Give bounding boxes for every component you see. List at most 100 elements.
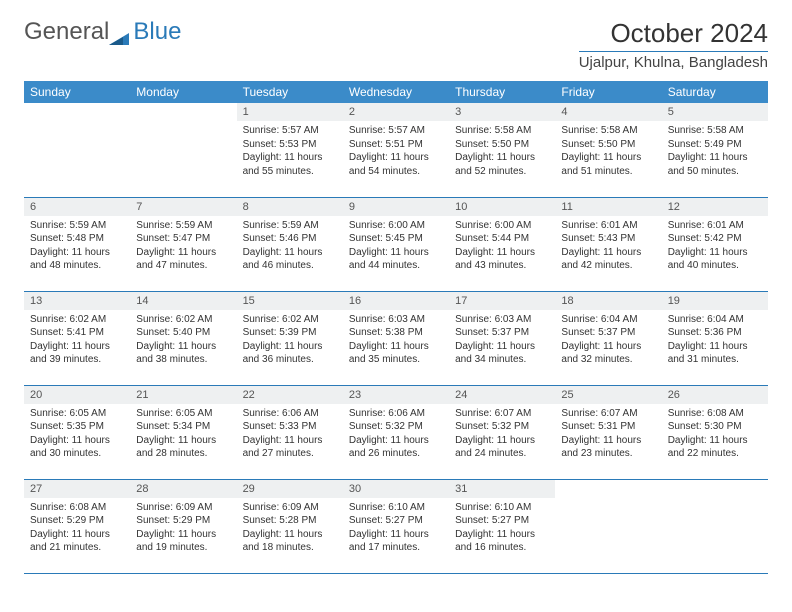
day-data: Sunrise: 6:01 AMSunset: 5:43 PMDaylight:… <box>555 216 661 276</box>
header: GeneralBlue October 2024 Ujalpur, Khulna… <box>24 18 768 71</box>
calendar-cell <box>24 103 130 197</box>
day-number: 17 <box>449 292 555 310</box>
day-number: 24 <box>449 386 555 404</box>
calendar-cell: 1Sunrise: 5:57 AMSunset: 5:53 PMDaylight… <box>237 103 343 197</box>
day-number: 16 <box>343 292 449 310</box>
day-number: 6 <box>24 198 130 216</box>
logo: GeneralBlue <box>24 18 181 46</box>
day-data: Sunrise: 6:05 AMSunset: 5:34 PMDaylight:… <box>130 404 236 464</box>
calendar-week: 27Sunrise: 6:08 AMSunset: 5:29 PMDayligh… <box>24 479 768 573</box>
day-data: Sunrise: 6:04 AMSunset: 5:36 PMDaylight:… <box>662 310 768 370</box>
calendar-cell: 4Sunrise: 5:58 AMSunset: 5:50 PMDaylight… <box>555 103 661 197</box>
calendar-cell: 22Sunrise: 6:06 AMSunset: 5:33 PMDayligh… <box>237 385 343 479</box>
day-data: Sunrise: 6:00 AMSunset: 5:44 PMDaylight:… <box>449 216 555 276</box>
calendar-cell: 24Sunrise: 6:07 AMSunset: 5:32 PMDayligh… <box>449 385 555 479</box>
day-header: Monday <box>130 81 236 103</box>
calendar-cell: 26Sunrise: 6:08 AMSunset: 5:30 PMDayligh… <box>662 385 768 479</box>
calendar-cell <box>555 479 661 573</box>
day-data: Sunrise: 5:57 AMSunset: 5:51 PMDaylight:… <box>343 121 449 181</box>
calendar-cell <box>662 479 768 573</box>
day-data: Sunrise: 5:58 AMSunset: 5:50 PMDaylight:… <box>555 121 661 181</box>
logo-text-1: General <box>24 18 109 46</box>
logo-arrow-icon <box>109 24 129 40</box>
day-number: 1 <box>237 103 343 121</box>
calendar-cell: 7Sunrise: 5:59 AMSunset: 5:47 PMDaylight… <box>130 197 236 291</box>
calendar-cell: 27Sunrise: 6:08 AMSunset: 5:29 PMDayligh… <box>24 479 130 573</box>
day-data: Sunrise: 6:08 AMSunset: 5:29 PMDaylight:… <box>24 498 130 558</box>
day-header: Tuesday <box>237 81 343 103</box>
day-data: Sunrise: 6:08 AMSunset: 5:30 PMDaylight:… <box>662 404 768 464</box>
calendar-cell: 2Sunrise: 5:57 AMSunset: 5:51 PMDaylight… <box>343 103 449 197</box>
day-data: Sunrise: 5:58 AMSunset: 5:49 PMDaylight:… <box>662 121 768 181</box>
day-number: 2 <box>343 103 449 121</box>
title-block: October 2024 Ujalpur, Khulna, Bangladesh <box>579 18 768 71</box>
day-number: 3 <box>449 103 555 121</box>
day-number: 20 <box>24 386 130 404</box>
day-number: 4 <box>555 103 661 121</box>
day-number: 18 <box>555 292 661 310</box>
day-header: Wednesday <box>343 81 449 103</box>
day-data: Sunrise: 5:59 AMSunset: 5:46 PMDaylight:… <box>237 216 343 276</box>
calendar-cell: 25Sunrise: 6:07 AMSunset: 5:31 PMDayligh… <box>555 385 661 479</box>
calendar-cell: 9Sunrise: 6:00 AMSunset: 5:45 PMDaylight… <box>343 197 449 291</box>
calendar-cell: 28Sunrise: 6:09 AMSunset: 5:29 PMDayligh… <box>130 479 236 573</box>
calendar-cell: 15Sunrise: 6:02 AMSunset: 5:39 PMDayligh… <box>237 291 343 385</box>
day-data: Sunrise: 6:00 AMSunset: 5:45 PMDaylight:… <box>343 216 449 276</box>
day-data: Sunrise: 6:06 AMSunset: 5:33 PMDaylight:… <box>237 404 343 464</box>
calendar-head: SundayMondayTuesdayWednesdayThursdayFrid… <box>24 81 768 103</box>
day-data: Sunrise: 6:09 AMSunset: 5:29 PMDaylight:… <box>130 498 236 558</box>
day-data: Sunrise: 6:07 AMSunset: 5:32 PMDaylight:… <box>449 404 555 464</box>
day-data: Sunrise: 5:58 AMSunset: 5:50 PMDaylight:… <box>449 121 555 181</box>
day-number: 13 <box>24 292 130 310</box>
day-data: Sunrise: 6:03 AMSunset: 5:38 PMDaylight:… <box>343 310 449 370</box>
calendar-cell: 20Sunrise: 6:05 AMSunset: 5:35 PMDayligh… <box>24 385 130 479</box>
calendar-cell: 31Sunrise: 6:10 AMSunset: 5:27 PMDayligh… <box>449 479 555 573</box>
day-data: Sunrise: 6:04 AMSunset: 5:37 PMDaylight:… <box>555 310 661 370</box>
calendar-cell: 16Sunrise: 6:03 AMSunset: 5:38 PMDayligh… <box>343 291 449 385</box>
calendar-cell: 21Sunrise: 6:05 AMSunset: 5:34 PMDayligh… <box>130 385 236 479</box>
month-title: October 2024 <box>579 18 768 49</box>
location: Ujalpur, Khulna, Bangladesh <box>579 51 768 71</box>
calendar-cell: 13Sunrise: 6:02 AMSunset: 5:41 PMDayligh… <box>24 291 130 385</box>
day-data: Sunrise: 5:59 AMSunset: 5:47 PMDaylight:… <box>130 216 236 276</box>
day-header: Thursday <box>449 81 555 103</box>
calendar-cell: 11Sunrise: 6:01 AMSunset: 5:43 PMDayligh… <box>555 197 661 291</box>
day-data: Sunrise: 6:03 AMSunset: 5:37 PMDaylight:… <box>449 310 555 370</box>
calendar-week: 6Sunrise: 5:59 AMSunset: 5:48 PMDaylight… <box>24 197 768 291</box>
day-header: Friday <box>555 81 661 103</box>
day-number: 5 <box>662 103 768 121</box>
day-header: Saturday <box>662 81 768 103</box>
day-number: 30 <box>343 480 449 498</box>
day-number: 26 <box>662 386 768 404</box>
day-data: Sunrise: 6:05 AMSunset: 5:35 PMDaylight:… <box>24 404 130 464</box>
day-number: 9 <box>343 198 449 216</box>
day-number: 23 <box>343 386 449 404</box>
calendar-cell: 8Sunrise: 5:59 AMSunset: 5:46 PMDaylight… <box>237 197 343 291</box>
calendar-table: SundayMondayTuesdayWednesdayThursdayFrid… <box>24 81 768 574</box>
calendar-cell: 17Sunrise: 6:03 AMSunset: 5:37 PMDayligh… <box>449 291 555 385</box>
day-data: Sunrise: 6:10 AMSunset: 5:27 PMDaylight:… <box>449 498 555 558</box>
calendar-cell: 6Sunrise: 5:59 AMSunset: 5:48 PMDaylight… <box>24 197 130 291</box>
calendar-week: 13Sunrise: 6:02 AMSunset: 5:41 PMDayligh… <box>24 291 768 385</box>
calendar-cell: 18Sunrise: 6:04 AMSunset: 5:37 PMDayligh… <box>555 291 661 385</box>
day-data: Sunrise: 5:59 AMSunset: 5:48 PMDaylight:… <box>24 216 130 276</box>
day-number: 11 <box>555 198 661 216</box>
day-number: 31 <box>449 480 555 498</box>
calendar-cell: 23Sunrise: 6:06 AMSunset: 5:32 PMDayligh… <box>343 385 449 479</box>
calendar-body: 1Sunrise: 5:57 AMSunset: 5:53 PMDaylight… <box>24 103 768 573</box>
day-data: Sunrise: 6:09 AMSunset: 5:28 PMDaylight:… <box>237 498 343 558</box>
day-number: 29 <box>237 480 343 498</box>
calendar-cell: 30Sunrise: 6:10 AMSunset: 5:27 PMDayligh… <box>343 479 449 573</box>
day-number: 8 <box>237 198 343 216</box>
calendar-cell: 3Sunrise: 5:58 AMSunset: 5:50 PMDaylight… <box>449 103 555 197</box>
day-number: 15 <box>237 292 343 310</box>
calendar-cell: 10Sunrise: 6:00 AMSunset: 5:44 PMDayligh… <box>449 197 555 291</box>
calendar-cell: 29Sunrise: 6:09 AMSunset: 5:28 PMDayligh… <box>237 479 343 573</box>
day-number: 7 <box>130 198 236 216</box>
calendar-cell: 14Sunrise: 6:02 AMSunset: 5:40 PMDayligh… <box>130 291 236 385</box>
calendar-cell: 5Sunrise: 5:58 AMSunset: 5:49 PMDaylight… <box>662 103 768 197</box>
calendar-cell: 19Sunrise: 6:04 AMSunset: 5:36 PMDayligh… <box>662 291 768 385</box>
day-data: Sunrise: 6:02 AMSunset: 5:40 PMDaylight:… <box>130 310 236 370</box>
day-data: Sunrise: 5:57 AMSunset: 5:53 PMDaylight:… <box>237 121 343 181</box>
calendar-week: 20Sunrise: 6:05 AMSunset: 5:35 PMDayligh… <box>24 385 768 479</box>
